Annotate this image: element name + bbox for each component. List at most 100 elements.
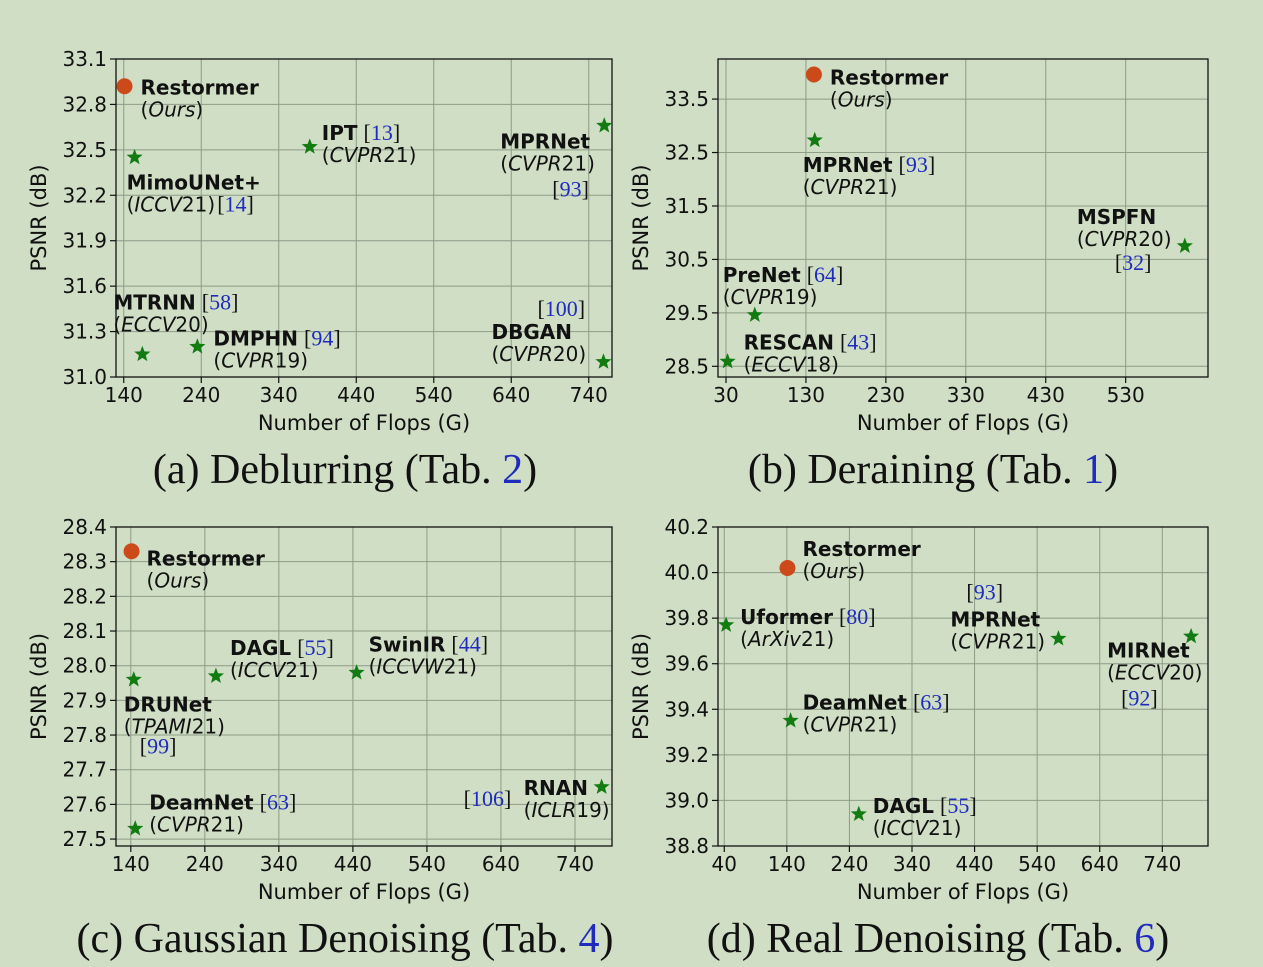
x-tick-label: 740 (1143, 852, 1181, 876)
venue-uformer: (ArXiv21) (740, 627, 834, 651)
point-swinir[interactable] (348, 664, 365, 680)
caption-text: (d) Real Denoising (Tab. (706, 916, 1135, 962)
plot-frame (115, 58, 613, 378)
point-mimounet-[interactable] (126, 148, 143, 165)
label-dmphn: DMPHN [94] (213, 326, 340, 351)
point-deamnet[interactable] (127, 820, 144, 836)
x-tick-label: 240 (182, 383, 220, 407)
venue-restormer: (Ours) (147, 568, 210, 592)
point-rescan[interactable] (719, 353, 736, 369)
point-uformer[interactable] (718, 616, 735, 632)
point-restormer[interactable] (123, 543, 140, 560)
venue-prenet: (CVPR19) (723, 285, 818, 309)
caption-table-ref[interactable]: 1 (1083, 447, 1105, 493)
x-tick-label: 240 (830, 852, 868, 876)
point-prenet[interactable] (746, 306, 763, 322)
chart-panel-1: 140 240 340 440 540 640 740 31.0 31.3 31.6 31.9 32.… (27, 47, 613, 435)
point-mprnet[interactable] (1050, 630, 1067, 646)
point-restormer[interactable] (805, 66, 822, 83)
label-dagl: DAGL [55] (873, 793, 977, 818)
y-tick-label: 31.9 (62, 229, 107, 253)
caption-table-ref[interactable]: 2 (502, 447, 524, 493)
point-mirnet[interactable] (1183, 627, 1200, 644)
y-tick-label: 28.4 (62, 515, 107, 539)
venue-mprnet: (CVPR21) (950, 630, 1045, 654)
venue-mprnet: (CVPR21) (803, 175, 898, 199)
ref-drunet[interactable]: [99] (140, 734, 177, 759)
y-tick-label: 28.0 (62, 654, 107, 678)
x-tick-label: 340 (893, 852, 931, 876)
caption-text: (b) Deraining (Tab. (747, 447, 1084, 493)
label-ipt: IPT [13] (322, 120, 400, 145)
label-rescan: RESCAN [43] (744, 330, 877, 355)
y-tick-label: 31.5 (664, 194, 709, 218)
y-tick-label: 39.6 (664, 652, 709, 676)
point-dagl[interactable] (207, 667, 225, 683)
x-tick-label: 530 (1107, 383, 1145, 407)
venue-dagl: (ICCV21) (873, 816, 962, 840)
x-tick-label: 340 (260, 383, 298, 407)
point-mprnet[interactable] (806, 131, 823, 148)
point-mprnet[interactable] (596, 117, 613, 133)
y-tick-label: 31.0 (62, 365, 107, 389)
venue-mimounet-: (ICCV21)[14] (127, 191, 254, 216)
y-tick-label: 32.2 (62, 183, 107, 207)
y-tick-label: 39.4 (664, 697, 709, 721)
venue-restormer: (Ours) (141, 97, 204, 121)
label-swinir: SwinIR [44] (369, 632, 488, 657)
plot-frame (717, 58, 1209, 378)
x-tick-label: 240 (186, 852, 224, 876)
point-rnan[interactable] (593, 778, 610, 794)
label-drunet: DRUNet (124, 693, 213, 717)
caption-2: (b) Deraining (Tab. 1) (748, 446, 1118, 494)
x-tick-label: 140 (105, 383, 143, 407)
x-tick-label: 540 (408, 852, 446, 876)
point-dmphn[interactable] (189, 338, 206, 354)
point-mspfn[interactable] (1176, 237, 1193, 253)
y-tick-label: 28.1 (62, 619, 107, 643)
ref-mspfn[interactable]: [32] (1115, 250, 1152, 275)
venue-dagl: (ICCV21) (230, 658, 319, 682)
ref-mprnet[interactable]: [93] (966, 580, 1003, 605)
label-uformer: Uformer [80] (740, 604, 875, 629)
caption-table-ref[interactable]: 6 (1134, 916, 1156, 962)
point-ipt[interactable] (301, 138, 318, 154)
x-tick-label: 440 (337, 383, 375, 407)
point-dagl[interactable] (850, 805, 867, 821)
venue-drunet: (TPAMI21) (124, 715, 225, 739)
point-deamnet[interactable] (782, 712, 799, 728)
point-restormer[interactable] (779, 560, 796, 577)
y-tick-label: 27.5 (62, 827, 107, 851)
caption-close: ) (523, 447, 538, 493)
y-axis-label: PSNR (dB) (27, 164, 51, 271)
y-tick-label: 32.8 (62, 92, 107, 116)
y-axis-label: PSNR (dB) (629, 164, 653, 271)
x-tick-label: 440 (955, 852, 993, 876)
ref-mirnet[interactable]: [92] (1121, 685, 1158, 710)
grid (718, 59, 1208, 377)
point-mtrnn[interactable] (134, 345, 151, 362)
y-tick-label: 28.3 (62, 550, 107, 574)
caption-table-ref[interactable]: 4 (578, 916, 600, 962)
venue-deamnet: (CVPR21) (149, 813, 244, 837)
y-tick-label: 40.0 (664, 561, 709, 585)
ref-dbgan[interactable]: [100] (537, 296, 585, 321)
point-drunet[interactable] (125, 671, 142, 687)
label-prenet: PreNet [64] (723, 262, 844, 287)
label-deamnet: DeamNet [63] (803, 690, 950, 715)
ref-mprnet[interactable]: [93] (552, 177, 589, 202)
y-tick-label: 28.2 (62, 584, 107, 608)
label-mirnet: MIRNet (1107, 638, 1190, 662)
x-tick-label: 640 (492, 383, 530, 407)
ref-rnan[interactable]: [106] (464, 786, 512, 811)
y-tick-label: 38.8 (664, 834, 709, 858)
x-tick-label: 30 (713, 383, 738, 407)
y-tick-label: 30.5 (664, 247, 709, 271)
point-restormer[interactable] (116, 78, 133, 95)
x-tick-label: 330 (947, 383, 985, 407)
point-dbgan[interactable] (595, 353, 612, 369)
label-mprnet: MPRNet (500, 130, 590, 154)
y-tick-label: 33.1 (62, 47, 107, 71)
